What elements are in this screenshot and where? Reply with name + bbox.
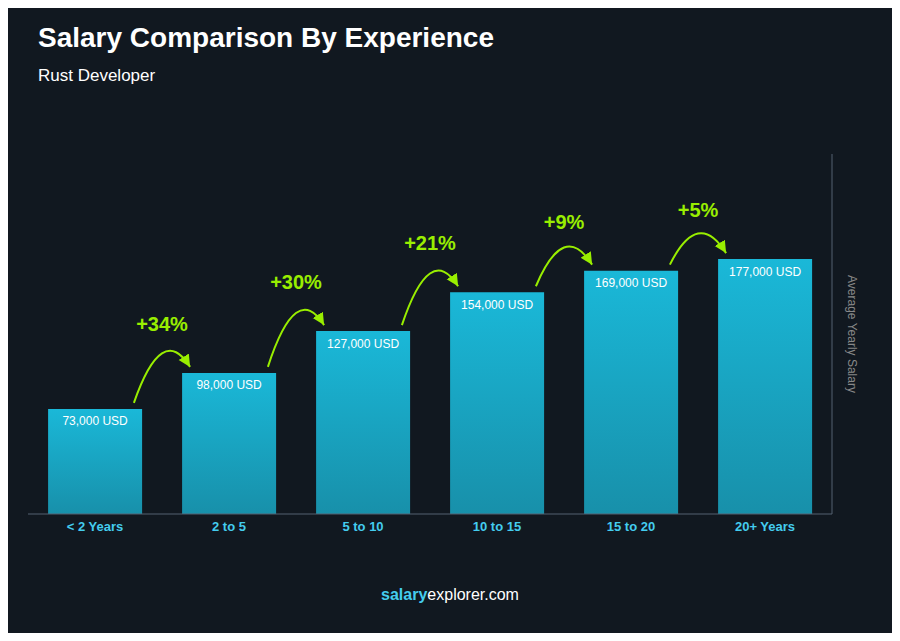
html-text:Salary Comparison By Experienc: Salary Comparison By Experience	[38, 22, 494, 53]
svg-text:73,000 USD: 73,000 USD	[62, 414, 128, 428]
svg-text:177,000 USD: 177,000 USD	[729, 265, 801, 279]
svg-text:+30%: +30%	[270, 271, 322, 293]
svg-text:+9%: +9%	[544, 211, 585, 233]
svg-text:154,000 USD: 154,000 USD	[461, 298, 533, 312]
svg-text:15 to 20: 15 to 20	[607, 519, 655, 534]
svg-text:10 to 15: 10 to 15	[473, 519, 521, 534]
svg-text:2 to 5: 2 to 5	[212, 519, 246, 534]
html-text:Rust Developer: Rust Developer	[38, 66, 156, 85]
svg-text:169,000 USD: 169,000 USD	[595, 276, 667, 290]
svg-text:< 2 Years: < 2 Years	[67, 519, 124, 534]
svg-text:Average Yearly Salary: Average Yearly Salary	[845, 275, 859, 393]
html-text:salary explorer.com: salary explorer.com	[381, 586, 519, 603]
svg-text:+21%: +21%	[404, 232, 456, 254]
svg-text:127,000 USD: 127,000 USD	[327, 337, 399, 351]
svg-text:+5%: +5%	[678, 199, 719, 221]
svg-text:+34%: +34%	[136, 313, 188, 335]
svg-text:20+ Years: 20+ Years	[735, 519, 795, 534]
svg-text:98,000 USD: 98,000 USD	[196, 378, 262, 392]
svg-text:5 to 10: 5 to 10	[342, 519, 383, 534]
